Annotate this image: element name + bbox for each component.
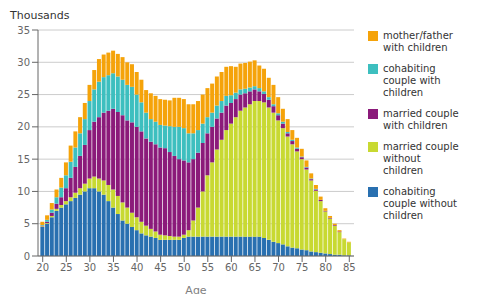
svg-text:30: 30 [84, 262, 97, 273]
svg-text:35: 35 [17, 25, 30, 36]
svg-text:40: 40 [131, 262, 144, 273]
svg-text:5: 5 [24, 218, 30, 229]
svg-text:10: 10 [17, 186, 30, 197]
svg-text:30: 30 [17, 57, 30, 68]
html-text:mother/father with children: mother/father with children [383, 30, 453, 53]
svg-text:85: 85 [343, 262, 356, 273]
svg-text:50: 50 [178, 262, 191, 273]
svg-text:25: 25 [17, 89, 30, 100]
svg-text:Age: Age [185, 284, 207, 294]
svg-text:60: 60 [225, 262, 238, 273]
html-text:Thousands: Thousands [10, 9, 70, 22]
svg-text:20: 20 [36, 262, 49, 273]
svg-text:0: 0 [24, 251, 30, 262]
svg-text:20: 20 [17, 121, 30, 132]
svg-text:15: 15 [17, 154, 30, 165]
svg-text:65: 65 [249, 262, 262, 273]
svg-text:70: 70 [272, 262, 285, 273]
svg-text:25: 25 [60, 262, 73, 273]
svg-text:75: 75 [296, 262, 309, 273]
svg-text:80: 80 [319, 262, 332, 273]
svg-text:35: 35 [107, 262, 120, 273]
html-text:cohabiting couple without chil: cohabiting couple without children [383, 186, 457, 221]
svg-text:55: 55 [201, 262, 214, 273]
html-text:married couple without childre: married couple without children [383, 141, 459, 176]
svg-text:45: 45 [154, 262, 167, 273]
html-text:cohabiting couple with childre: cohabiting couple with children [383, 63, 441, 98]
html-text:married couple with children: married couple with children [383, 108, 459, 131]
